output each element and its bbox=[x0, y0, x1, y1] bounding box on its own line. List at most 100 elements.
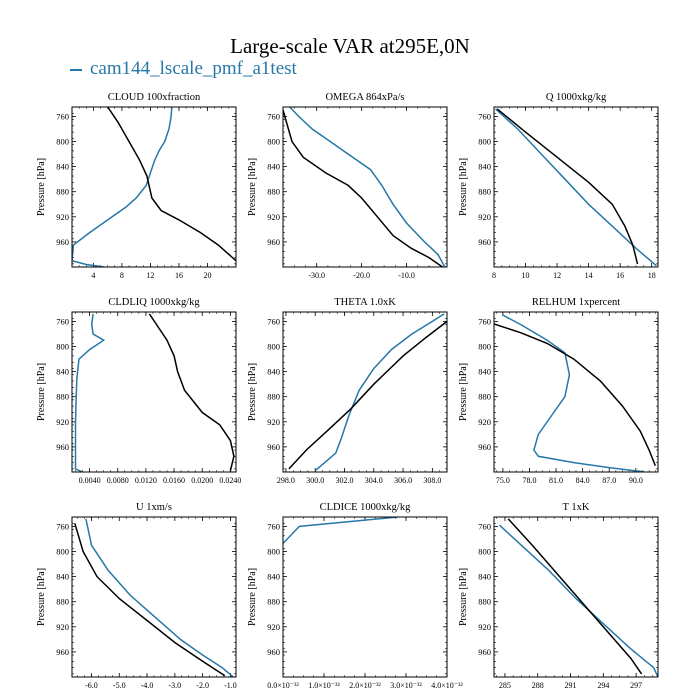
x-tick-label: -1.0 bbox=[224, 681, 237, 690]
x-tick-label: 90.0 bbox=[629, 476, 643, 485]
x-tick-label: 10 bbox=[522, 271, 530, 280]
y-tick-label: 800 bbox=[267, 137, 280, 147]
y-axis-label: Pressure [hPa] bbox=[247, 158, 258, 216]
y-tick-label: 920 bbox=[56, 212, 69, 222]
x-tick-label: 81.0 bbox=[549, 476, 563, 485]
y-tick-label: 800 bbox=[478, 547, 491, 557]
x-tick-label: 297 bbox=[630, 681, 642, 690]
x-tick-label: 285 bbox=[499, 681, 511, 690]
series-line-model bbox=[498, 524, 658, 677]
x-tick-label: 300.0 bbox=[306, 476, 324, 485]
x-tick-label: 20 bbox=[203, 271, 211, 280]
x-tick-label: 4 bbox=[91, 271, 95, 280]
y-tick-label: 920 bbox=[267, 212, 280, 222]
x-tick-label: 298.0 bbox=[277, 476, 295, 485]
legend: cam144_lscale_pmf_a1test bbox=[70, 58, 297, 80]
y-tick-label: 920 bbox=[56, 417, 69, 427]
x-tick-label: 288 bbox=[532, 681, 544, 690]
x-tick-label: -5.0 bbox=[113, 681, 126, 690]
y-tick-label: 800 bbox=[267, 547, 280, 557]
chart-panel-7: U 1xm/s Pressure [hPa] 760 800 840 880 920 960 -… bbox=[36, 502, 237, 690]
y-tick-label: 840 bbox=[478, 572, 491, 582]
x-tick-label: 16 bbox=[175, 271, 183, 280]
chart-panel-3: Q 1000xkg/kg Pressure [hPa] 760 800 840 880 92… bbox=[458, 92, 659, 280]
y-tick-label: 880 bbox=[267, 597, 280, 607]
x-tick-label: -2.0 bbox=[196, 681, 209, 690]
plot-frame bbox=[493, 516, 659, 678]
x-tick-label: -4.0 bbox=[141, 681, 154, 690]
plot-frame bbox=[71, 516, 237, 678]
x-tick-label: 304.0 bbox=[365, 476, 383, 485]
y-axis-label: Pressure [hPa] bbox=[247, 568, 258, 626]
chart-panel-2: OMEGA 864xPa/s Pressure [hPa] 760 800 840 880… bbox=[247, 92, 448, 280]
y-tick-label: 920 bbox=[267, 622, 280, 632]
y-tick-label: 760 bbox=[478, 316, 491, 326]
x-tick-label: 16 bbox=[616, 271, 624, 280]
plot-frame bbox=[493, 311, 659, 473]
chart-panel-5: THETA 1.0xK Pressure [hPa] 760 800 840 880 920… bbox=[247, 297, 448, 485]
y-tick-label: 920 bbox=[478, 417, 491, 427]
series-line-reference bbox=[74, 523, 226, 677]
x-tick-label: 12 bbox=[146, 271, 154, 280]
x-tick-label: 75.0 bbox=[496, 476, 510, 485]
series-line-model bbox=[85, 518, 234, 677]
series-line-model bbox=[314, 313, 445, 472]
x-tick-label: 8 bbox=[120, 271, 124, 280]
y-axis-label: Pressure [hPa] bbox=[458, 363, 469, 421]
y-tick-label: 920 bbox=[56, 622, 69, 632]
panel-title: U 1xm/s bbox=[136, 502, 172, 513]
panel-title: CLDLIQ 1000xkg/kg bbox=[108, 297, 200, 308]
series-line-reference bbox=[494, 323, 656, 466]
panel-title: CLOUD 100xfraction bbox=[108, 92, 201, 103]
x-tick-label: 306.0 bbox=[394, 476, 412, 485]
plot-frame bbox=[282, 516, 448, 678]
panel-title: THETA 1.0xK bbox=[334, 297, 396, 308]
chart-panel-8: CLDICE 1000xkg/kg Pressure [hPa] 760 800 840… bbox=[247, 502, 463, 690]
legend-line-swatch bbox=[70, 68, 82, 71]
y-tick-label: 800 bbox=[478, 342, 491, 352]
y-tick-label: 840 bbox=[56, 367, 69, 377]
y-tick-label: 840 bbox=[267, 367, 280, 377]
x-tick-label: 0.0120 bbox=[135, 476, 157, 485]
y-tick-label: 880 bbox=[478, 597, 491, 607]
y-tick-label: 880 bbox=[56, 597, 69, 607]
y-tick-label: 800 bbox=[56, 547, 69, 557]
x-tick-label: 84.0 bbox=[576, 476, 590, 485]
chart-panel-9: T 1xK Pressure [hPa] 760 800 840 880 920 960 285… bbox=[458, 502, 659, 690]
y-tick-label: 920 bbox=[478, 212, 491, 222]
series-line-model bbox=[289, 107, 446, 267]
y-axis-label: Pressure [hPa] bbox=[458, 158, 469, 216]
y-axis-label: Pressure [hPa] bbox=[458, 568, 469, 626]
y-tick-label: 960 bbox=[478, 442, 491, 452]
y-tick-label: 760 bbox=[56, 111, 69, 121]
y-tick-label: 880 bbox=[478, 187, 491, 197]
y-tick-label: 840 bbox=[267, 162, 280, 172]
series-line-reference bbox=[288, 320, 447, 470]
x-tick-label: 4.0×10⁻³² bbox=[431, 681, 463, 690]
x-tick-label: 12 bbox=[553, 271, 561, 280]
series-line-reference bbox=[283, 109, 443, 267]
figure-title: Large-scale VAR at295E,0N bbox=[230, 34, 470, 58]
x-tick-label: 18 bbox=[648, 271, 656, 280]
chart-panel-6: RELHUM 1xpercent Pressure [hPa] 760 800 840 8… bbox=[458, 297, 659, 485]
panel-title: Q 1000xkg/kg bbox=[546, 92, 607, 103]
y-tick-label: 960 bbox=[56, 237, 69, 247]
y-tick-label: 880 bbox=[267, 392, 280, 402]
y-tick-label: 960 bbox=[267, 647, 280, 657]
series-line-reference bbox=[507, 518, 643, 675]
x-tick-label: 78.0 bbox=[522, 476, 536, 485]
plot-frame bbox=[71, 311, 237, 473]
y-tick-label: 840 bbox=[478, 162, 491, 172]
panel-title: T 1xK bbox=[563, 502, 590, 513]
x-tick-label: 87.0 bbox=[602, 476, 616, 485]
plot-frame bbox=[282, 106, 448, 268]
panel-title: CLDICE 1000xkg/kg bbox=[320, 502, 411, 513]
y-axis-label: Pressure [hPa] bbox=[36, 568, 47, 626]
y-tick-label: 960 bbox=[267, 442, 280, 452]
y-tick-label: 760 bbox=[267, 111, 280, 121]
x-tick-label: -10.0 bbox=[398, 271, 415, 280]
y-tick-label: 920 bbox=[478, 622, 491, 632]
panel-title: OMEGA 864xPa/s bbox=[325, 92, 404, 103]
series-line-reference bbox=[107, 107, 236, 262]
x-tick-label: 14 bbox=[585, 271, 593, 280]
